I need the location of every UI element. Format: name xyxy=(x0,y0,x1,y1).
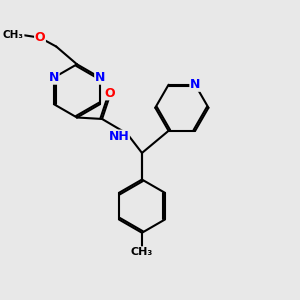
Text: N: N xyxy=(95,71,105,84)
Text: NH: NH xyxy=(109,130,129,143)
Text: CH₃: CH₃ xyxy=(131,247,153,257)
Text: O: O xyxy=(35,31,45,44)
Text: N: N xyxy=(190,78,200,91)
Text: CH₃: CH₃ xyxy=(3,30,24,40)
Text: O: O xyxy=(104,87,115,100)
Text: N: N xyxy=(49,71,59,84)
